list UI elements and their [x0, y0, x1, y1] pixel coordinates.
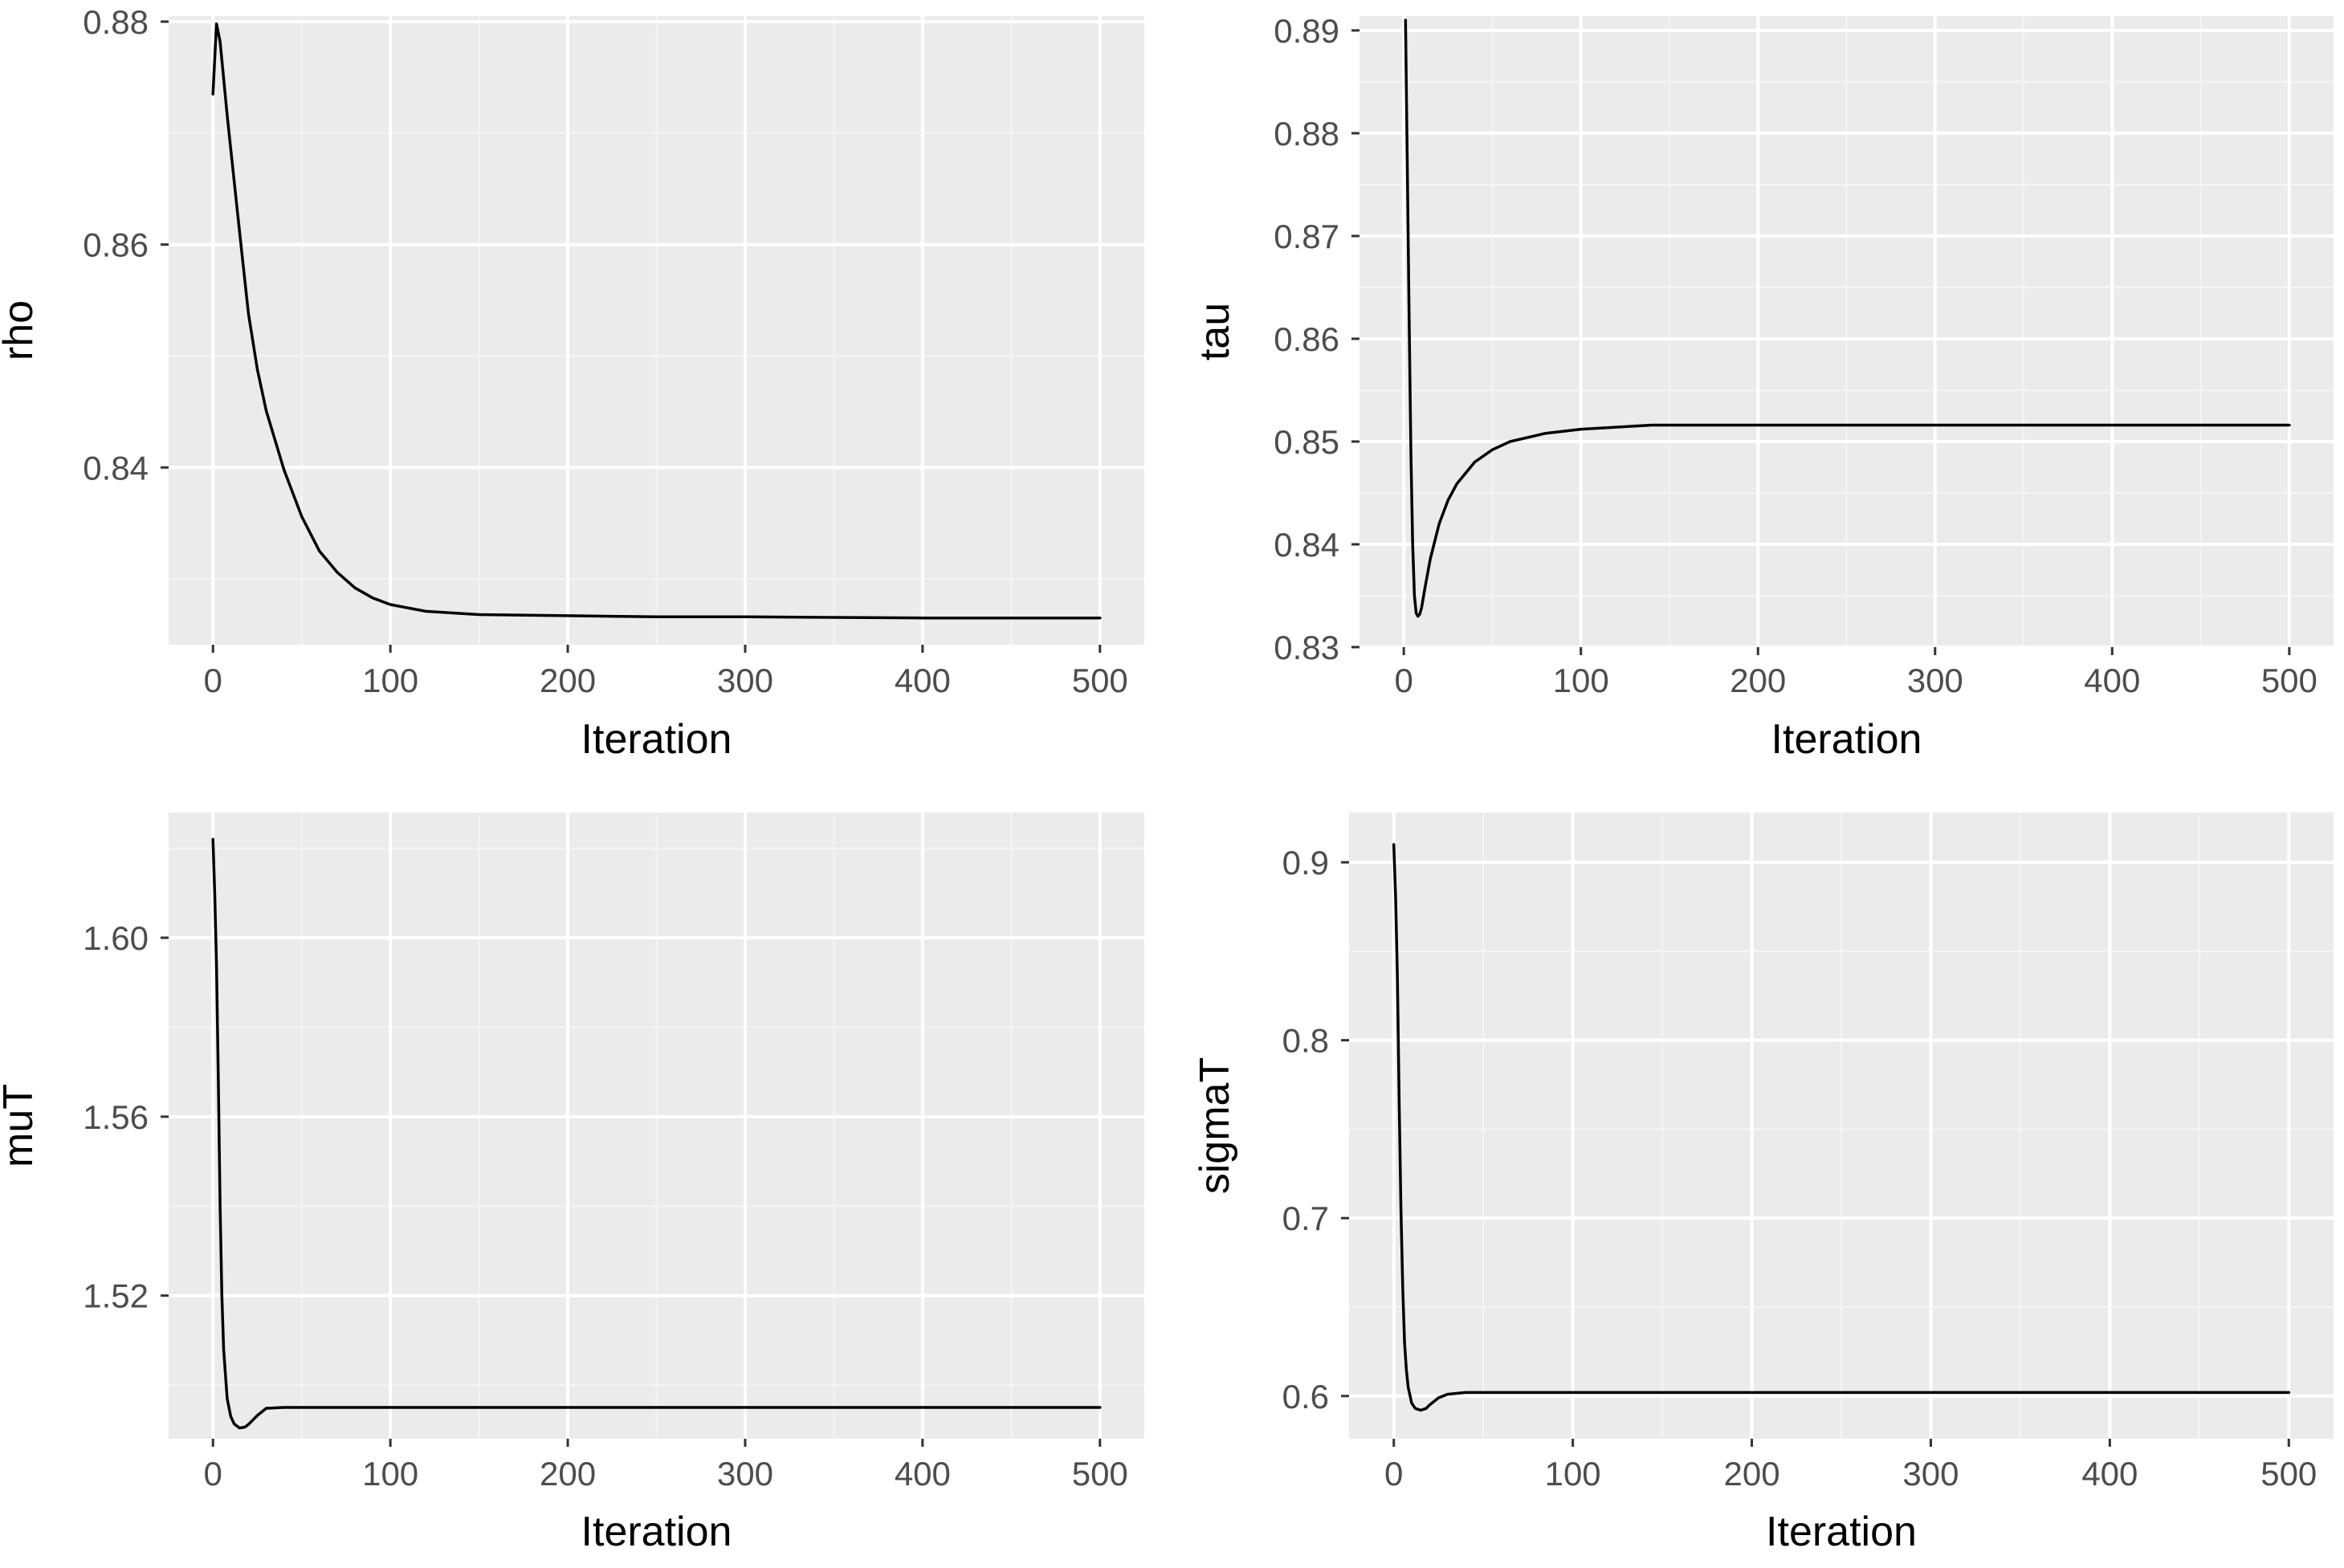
x-tick-label: 300	[717, 1455, 773, 1493]
x-tick-label: 500	[2260, 1455, 2317, 1493]
y-tick-label: 1.56	[83, 1098, 149, 1136]
x-tick-label: 100	[1545, 1455, 1601, 1493]
x-axis-title: Iteration	[581, 716, 732, 763]
x-axis-title: Iteration	[581, 1509, 732, 1555]
x-tick-label: 0	[1394, 662, 1413, 699]
x-tick-label: 100	[362, 1455, 418, 1493]
x-axis-title: Iteration	[1771, 716, 1922, 763]
chart-panel-tau: 0 100 200 300 400 500 0.83 0.84 0.85 0.86 0.87 0.88…	[1192, 12, 2334, 763]
y-axis-title: sigmaT	[1192, 1057, 1238, 1194]
y-tick-label: 0.89	[1274, 12, 1339, 50]
x-tick-label: 0	[204, 1455, 222, 1493]
x-axis-title: Iteration	[1766, 1509, 1917, 1555]
x-tick-label: 400	[895, 1455, 951, 1493]
x-tick-label: 300	[717, 662, 773, 699]
x-tick-label: 300	[1907, 662, 1963, 699]
x-tick-label: 100	[362, 662, 418, 699]
x-tick-label: 0	[204, 662, 222, 699]
x-tick-label: 400	[895, 662, 951, 699]
y-tick-label: 0.86	[83, 226, 149, 264]
y-tick-label: 0.87	[1274, 218, 1339, 255]
y-tick-label: 0.88	[83, 3, 149, 41]
x-tick-label: 500	[1072, 1455, 1128, 1493]
x-tick-label: 200	[1724, 1455, 1780, 1493]
y-tick-label: 1.52	[83, 1277, 149, 1315]
series-line-sigmaT	[1392, 843, 2291, 1412]
chart-panel-rho: 0 100 200 300 400 500 0.84 0.86 0.88 Iteration rho	[0, 3, 1144, 763]
y-axis-title: muT	[0, 1084, 42, 1167]
x-tick-label: 300	[1902, 1455, 1959, 1493]
series-line-muT	[211, 837, 1102, 1430]
y-tick-label: 1.60	[83, 919, 149, 957]
x-tick-label: 400	[2084, 662, 2140, 699]
x-tick-label: 100	[1553, 662, 1609, 699]
series-line-tau	[1404, 18, 2291, 618]
chart-panel-muT: 0 100 200 300 400 500 1.52 1.56 1.60 Iteration muT	[0, 813, 1144, 1555]
x-tick-label: 400	[2081, 1455, 2138, 1493]
series-line-rho	[211, 22, 1102, 620]
y-tick-label: 0.7	[1282, 1199, 1329, 1237]
y-tick-label: 0.6	[1282, 1378, 1329, 1415]
x-tick-label: 500	[2261, 662, 2318, 699]
chart-panel-sigmaT: 0 100 200 300 400 500 0.6 0.7 0.8 0.9 Iteration sig…	[1192, 813, 2334, 1555]
y-tick-label: 0.86	[1274, 320, 1339, 358]
y-tick-label: 0.9	[1282, 844, 1329, 882]
x-tick-label: 200	[540, 1455, 596, 1493]
x-tick-label: 200	[540, 662, 596, 699]
y-tick-label: 0.85	[1274, 423, 1339, 461]
x-tick-label: 0	[1384, 1455, 1403, 1493]
y-axis-title: tau	[1192, 303, 1238, 360]
y-axis-title: rho	[0, 300, 42, 360]
x-tick-label: 500	[1072, 662, 1128, 699]
y-tick-label: 0.84	[83, 449, 149, 487]
y-tick-label: 0.8	[1282, 1022, 1329, 1060]
y-tick-label: 0.88	[1274, 115, 1339, 153]
y-tick-label: 0.83	[1274, 629, 1339, 666]
x-tick-label: 200	[1730, 662, 1786, 699]
y-tick-label: 0.84	[1274, 526, 1339, 564]
